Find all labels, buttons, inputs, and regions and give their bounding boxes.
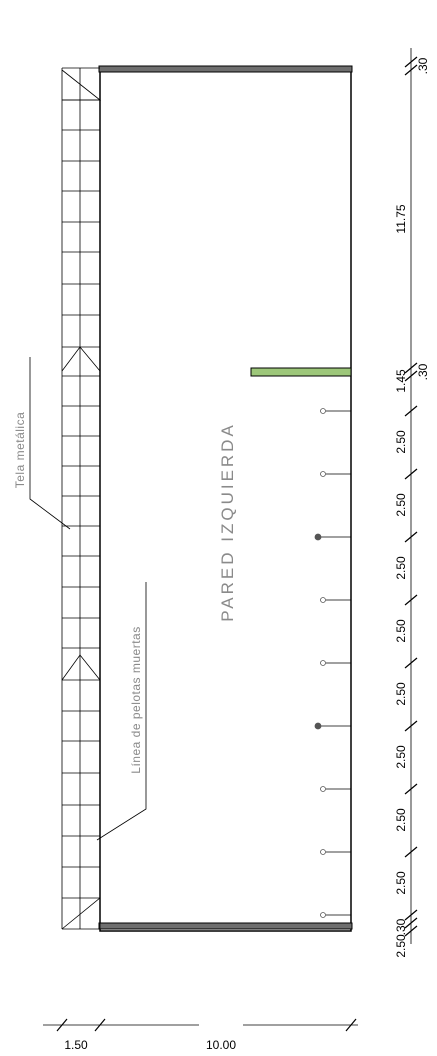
open-marker-dot <box>320 912 326 918</box>
dimension-tick <box>404 362 418 374</box>
dimension-tick <box>404 370 418 382</box>
dimension-tick <box>404 783 418 795</box>
dimension-tick <box>404 909 418 921</box>
right-dimension-chain: .30 11.75 .30 1.45 2.50 2.50 2.50 2.50 2.50 2.50 2… <box>394 48 430 958</box>
bottom-dimension-label: 1.50 <box>64 1038 88 1052</box>
dimension-tick <box>404 64 418 76</box>
dimension-label-mask <box>199 1018 243 1032</box>
right-dimension-label: 2.50 <box>394 934 408 958</box>
dimension-tick <box>404 917 418 929</box>
right-dimension-label: 2.50 <box>394 430 408 454</box>
dead-ball-marker-bar <box>250 367 352 377</box>
dimension-tick <box>56 1018 68 1032</box>
wall-cap-top <box>98 65 353 73</box>
fence-label: Tela metálica <box>13 412 27 489</box>
open-marker-dot <box>320 786 326 792</box>
right-dimension-label: .30 <box>416 363 430 380</box>
dead-ball-line-label: Línea de pelotas muertas <box>129 626 143 773</box>
filled-marker-dot <box>314 533 322 541</box>
bottom-dimension-label: 10.00 <box>206 1038 236 1052</box>
right-dimension-label: 2.50 <box>394 619 408 643</box>
right-dimension-label: 1.45 <box>394 369 408 393</box>
dimension-tick <box>345 1018 357 1032</box>
right-dimension-label: 2.50 <box>394 808 408 832</box>
dimension-label-mask <box>62 1038 90 1052</box>
open-marker-dot <box>320 408 326 414</box>
right-dimension-label: 2.50 <box>394 871 408 895</box>
dimension-tick <box>404 468 418 480</box>
dimension-tick <box>404 405 418 417</box>
wall-markers <box>314 408 351 918</box>
right-dimension-label: 2.50 <box>394 745 408 769</box>
dimension-tick <box>94 1018 106 1032</box>
right-dimension-label: 2.50 <box>394 556 408 580</box>
open-marker-dot <box>320 471 326 477</box>
right-dimension-label: 2.50 <box>394 493 408 517</box>
dimension-tick <box>404 657 418 669</box>
dimension-tick <box>404 531 418 543</box>
dimension-tick <box>404 720 418 732</box>
dimension-tick <box>404 925 418 937</box>
right-dimension-label: .30 <box>416 57 430 74</box>
open-marker-dot <box>320 597 326 603</box>
right-dimension-label: 11.75 <box>394 204 408 233</box>
wall-title: PARED IZQUIERDA <box>218 422 237 622</box>
dimension-tick <box>404 56 418 68</box>
dimension-tick <box>404 594 418 606</box>
wall-cap-bottom <box>98 922 353 930</box>
label-leaders <box>29 357 147 841</box>
right-dimension-label: .30 <box>394 918 408 935</box>
bottom-dimension-chain: 1.50 10.00 <box>43 1018 358 1052</box>
dimension-tick <box>404 846 418 858</box>
metal-fence <box>61 67 102 930</box>
open-marker-dot <box>320 849 326 855</box>
right-dimension-label: 2.50 <box>394 682 408 706</box>
open-marker-dot <box>320 660 326 666</box>
filled-marker-dot <box>314 722 322 730</box>
